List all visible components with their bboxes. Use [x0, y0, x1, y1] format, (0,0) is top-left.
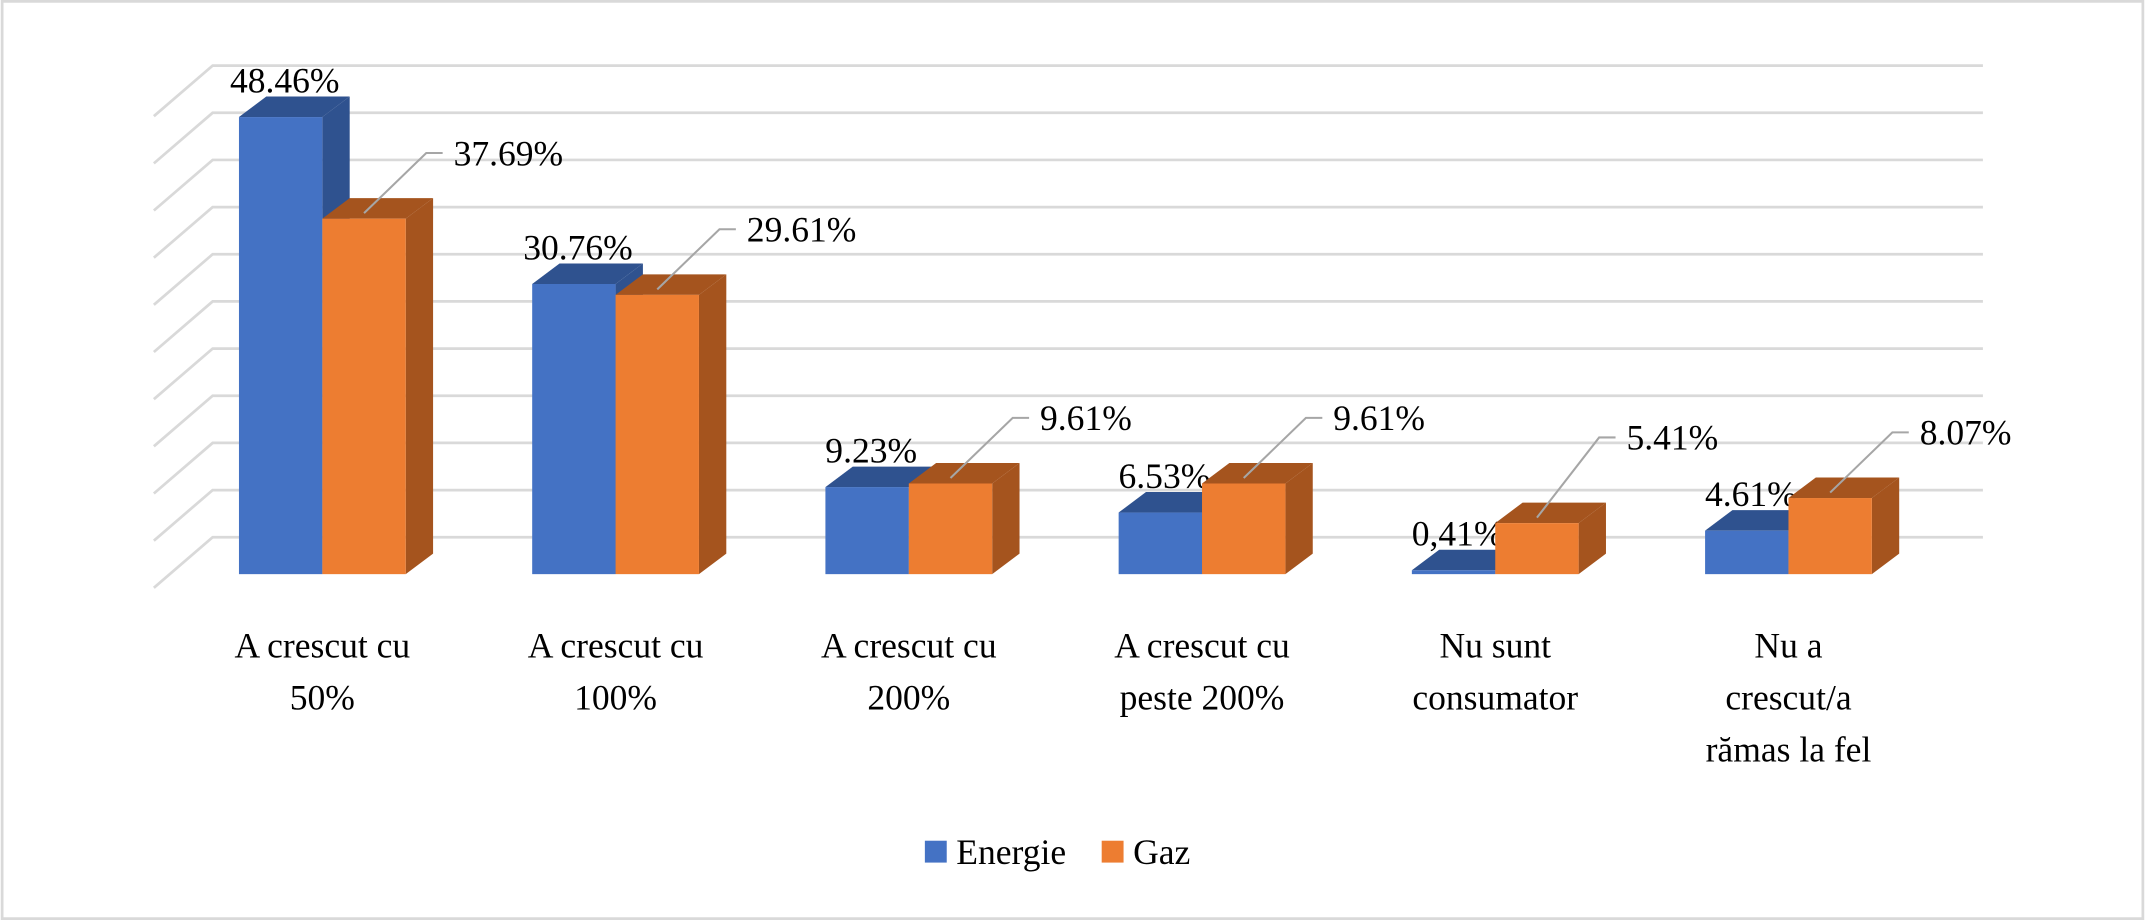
bar-side — [1578, 502, 1606, 575]
data-label: 6.53% — [1119, 456, 1211, 496]
bar-side — [1285, 462, 1313, 575]
bar-top — [322, 198, 434, 219]
bar-top — [825, 466, 937, 488]
bar — [238, 117, 323, 575]
bar — [1495, 523, 1579, 575]
legend-label: Energie — [956, 832, 1066, 872]
bar — [825, 487, 909, 575]
data-label: 8.07% — [1920, 413, 2012, 453]
x-tick-label: 50% — [290, 677, 355, 717]
data-label: 5.41% — [1626, 418, 1718, 458]
grid-line — [152, 158, 1983, 212]
x-tick-label: 100% — [574, 677, 657, 717]
data-label: 48.46% — [230, 60, 340, 100]
bar-top — [615, 274, 727, 295]
data-label: 4.61% — [1705, 474, 1797, 514]
bar-top — [1202, 462, 1313, 484]
bar-top — [532, 263, 643, 285]
data-label: 37.69% — [454, 133, 564, 173]
legend-swatch — [924, 840, 947, 863]
leader-line — [1829, 431, 1909, 494]
bar-side — [992, 462, 1020, 575]
x-tick-label: A crescut cu — [528, 626, 704, 666]
x-tick-label: crescut/a — [1725, 677, 1851, 717]
grid-line — [152, 252, 1983, 306]
data-label: 9.61% — [1040, 398, 1132, 438]
bar-top — [1788, 477, 1900, 499]
grid-line — [152, 205, 1983, 259]
bar — [615, 294, 699, 575]
bar-top — [1705, 510, 1816, 531]
leader-line — [949, 416, 1030, 479]
bar-top — [1411, 549, 1523, 571]
x-tick-label: Nu a — [1754, 626, 1822, 666]
grid-line — [152, 535, 1983, 589]
bar-top — [908, 462, 1020, 484]
bar — [322, 218, 406, 575]
bar — [1118, 512, 1203, 575]
x-tick-label: peste 200% — [1120, 677, 1285, 717]
x-tick-label: rămas la fel — [1706, 729, 1872, 769]
grid-line — [152, 347, 1983, 401]
leader-line — [1243, 416, 1323, 479]
grid-line — [152, 111, 1983, 165]
bar-top — [238, 96, 350, 118]
grid-line — [152, 441, 1983, 495]
grid-line — [152, 64, 1983, 118]
bar-side — [405, 198, 434, 575]
x-tick-label: Nu sunt — [1439, 626, 1551, 666]
x-tick-label: consumator — [1412, 677, 1578, 717]
leader-line — [363, 151, 443, 214]
grid-line — [152, 488, 1983, 542]
x-tick-label: A crescut cu — [1114, 626, 1290, 666]
bar — [532, 284, 616, 575]
grid-line — [152, 300, 1983, 354]
legend-swatch — [1101, 840, 1124, 863]
bar — [1411, 570, 1496, 575]
leader-line — [656, 228, 736, 291]
data-label: 29.61% — [747, 210, 857, 250]
x-tick-label: 200% — [867, 677, 950, 717]
bar — [1202, 483, 1286, 575]
bar — [1705, 530, 1789, 575]
x-tick-label: A crescut cu — [235, 626, 411, 666]
x-tick-label: A crescut cu — [821, 626, 997, 666]
data-label: 0,41% — [1412, 514, 1504, 554]
legend-label: Gaz — [1133, 832, 1190, 872]
bar-side — [698, 274, 727, 575]
data-label: 30.76% — [523, 227, 633, 267]
bar — [1788, 498, 1872, 575]
bar-top — [1118, 492, 1230, 513]
bar — [908, 483, 993, 575]
leader-line — [1536, 436, 1616, 519]
bar-side — [1871, 477, 1900, 575]
bar-top — [1495, 502, 1606, 524]
data-label: 9.61% — [1333, 398, 1425, 438]
data-label: 9.23% — [825, 430, 917, 470]
grid-line — [152, 394, 1983, 448]
